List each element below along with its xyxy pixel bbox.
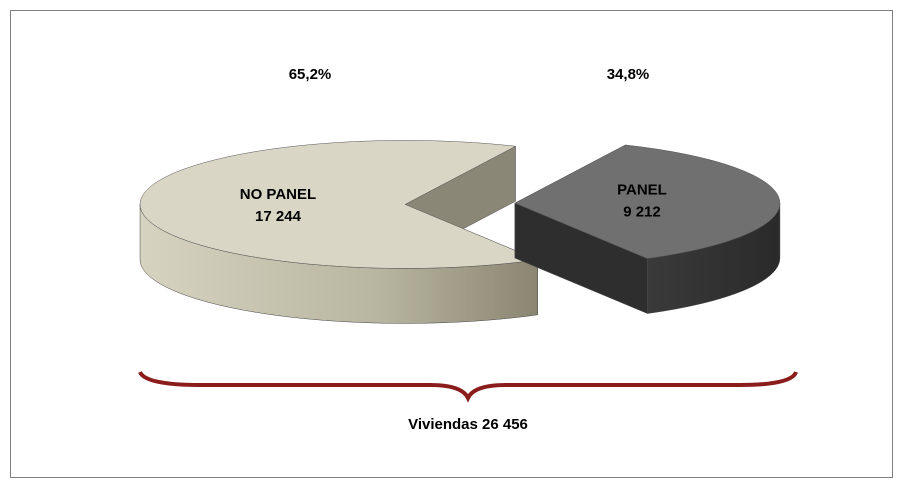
brace [138, 370, 798, 403]
slice [139, 140, 539, 324]
value-label: 17 244 [255, 208, 302, 225]
slice-top [139, 140, 539, 269]
slice-label: NO PANEL [240, 186, 316, 203]
slice-label: PANEL [617, 182, 667, 199]
pie [139, 140, 781, 324]
percent-label: 34,8% [607, 66, 650, 83]
annotation: Viviendas 26 456 [408, 416, 528, 433]
value-label: 9 212 [623, 204, 661, 221]
percent-label: 65,2% [289, 66, 332, 83]
slice [514, 144, 781, 314]
slice-top [514, 144, 781, 259]
